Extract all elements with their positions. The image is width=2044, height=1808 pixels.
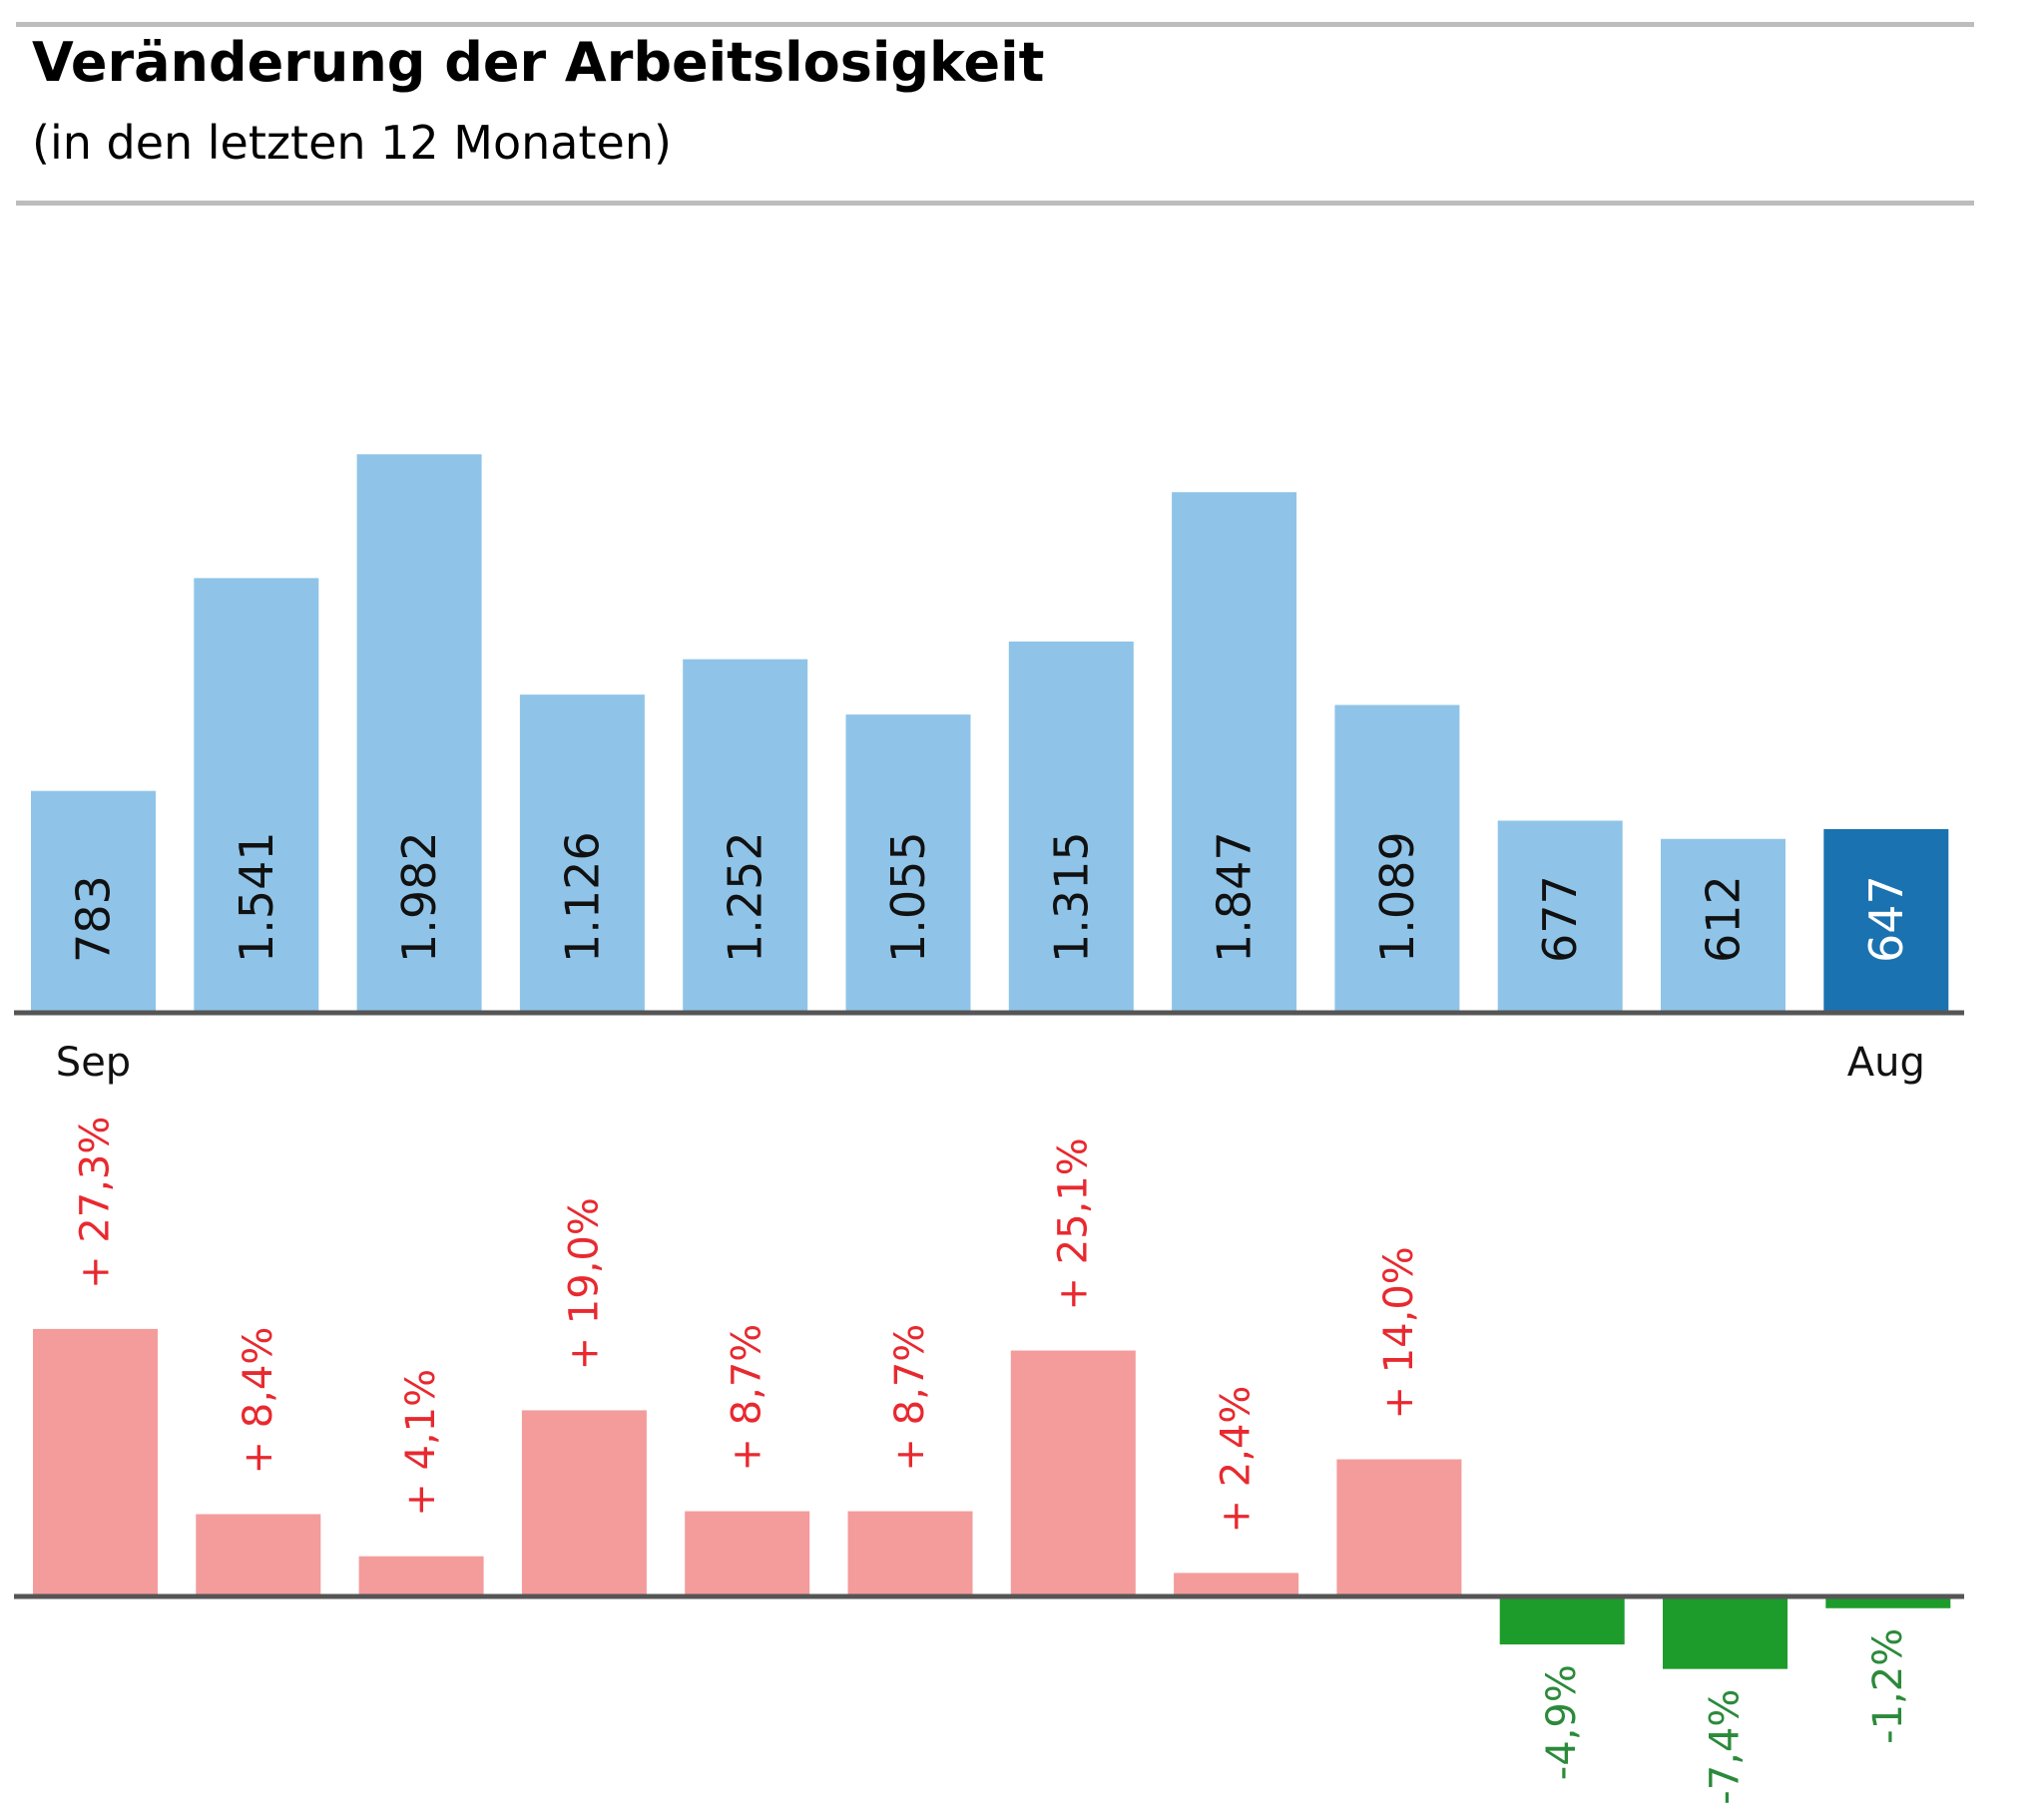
month-tick-sep: Sep bbox=[56, 1040, 131, 1086]
absolute-value-label-9: 1.089 bbox=[1370, 831, 1424, 963]
absolute-bar-4 bbox=[519, 694, 645, 1011]
change-bar-11 bbox=[1663, 1596, 1788, 1669]
change-label-1: + 27,3% bbox=[73, 1117, 119, 1289]
absolute-value-label-12: 647 bbox=[1859, 875, 1913, 963]
change-bar-2 bbox=[196, 1514, 321, 1596]
absolute-bar-11 bbox=[1661, 838, 1786, 1011]
absolute-bar-10 bbox=[1497, 820, 1623, 1011]
absolute-value-label-4: 1.126 bbox=[555, 831, 609, 963]
change-label-4: + 19,0% bbox=[561, 1197, 607, 1370]
absolute-value-label-10: 677 bbox=[1533, 875, 1587, 963]
absolute-value-labels-group: 783 1.541 1.982 1.126 1.252 1.055 1.315 1.847 1.… bbox=[67, 831, 1913, 963]
change-bar-9 bbox=[1336, 1459, 1462, 1596]
absolute-bar-2 bbox=[194, 578, 319, 1011]
absolute-value-label-11: 612 bbox=[1697, 875, 1751, 963]
change-bar-10 bbox=[1499, 1596, 1625, 1645]
change-label-10: -4,9% bbox=[1539, 1664, 1585, 1780]
change-label-5: + 8,7% bbox=[725, 1324, 770, 1472]
change-bar-3 bbox=[358, 1556, 484, 1596]
change-bars-group bbox=[33, 1328, 1951, 1669]
change-bar-7 bbox=[1010, 1350, 1136, 1596]
change-label-12: -1,2% bbox=[1865, 1628, 1911, 1744]
absolute-value-label-8: 1.847 bbox=[1208, 831, 1262, 963]
absolute-bar-3 bbox=[356, 454, 482, 1011]
absolute-value-label-7: 1.315 bbox=[1044, 831, 1098, 963]
month-tick-labels-group: Sep Aug bbox=[56, 1040, 1925, 1086]
change-bar-8 bbox=[1174, 1573, 1299, 1596]
change-labels-group: + 27,3% + 8,4% + 4,1% + 19,0% + 8,7% + 8,7% + … bbox=[73, 1117, 1911, 1805]
page-title: Veränderung der Arbeitslosigkeit bbox=[32, 31, 1045, 94]
change-bar-12 bbox=[1825, 1596, 1951, 1608]
absolute-value-label-1: 783 bbox=[67, 875, 121, 963]
absolute-bar-5 bbox=[683, 659, 808, 1011]
change-label-6: + 8,7% bbox=[887, 1324, 933, 1472]
header-rule-top bbox=[16, 22, 1974, 27]
change-bar-1 bbox=[33, 1328, 158, 1596]
absolute-bar-6 bbox=[845, 714, 971, 1011]
absolute-bar-12 bbox=[1823, 828, 1949, 1011]
change-bar-6 bbox=[847, 1511, 973, 1596]
absolute-bar-9 bbox=[1334, 704, 1460, 1011]
absolute-value-label-6: 1.055 bbox=[881, 831, 935, 963]
absolute-bar-7 bbox=[1008, 641, 1134, 1011]
absolute-value-label-5: 1.252 bbox=[719, 831, 772, 963]
page-subtitle: (in den letzten 12 Monaten) bbox=[32, 116, 672, 170]
absolute-bar-8 bbox=[1172, 492, 1297, 1011]
absolute-value-label-3: 1.982 bbox=[392, 831, 446, 963]
change-label-9: + 14,0% bbox=[1376, 1246, 1422, 1419]
change-bar-5 bbox=[685, 1511, 810, 1596]
absolute-value-label-2: 1.541 bbox=[230, 831, 283, 963]
absolute-bars-group bbox=[31, 454, 1949, 1011]
change-label-11: -7,4% bbox=[1703, 1689, 1749, 1805]
month-tick-aug: Aug bbox=[1847, 1040, 1925, 1086]
change-label-8: + 2,4% bbox=[1214, 1386, 1260, 1534]
change-label-2: + 8,4% bbox=[236, 1327, 281, 1475]
header-rule-bottom bbox=[16, 201, 1974, 206]
change-label-3: + 4,1% bbox=[398, 1369, 444, 1517]
absolute-bar-1 bbox=[31, 790, 156, 1011]
change-bar-4 bbox=[521, 1410, 647, 1596]
change-label-7: + 25,1% bbox=[1050, 1137, 1096, 1310]
